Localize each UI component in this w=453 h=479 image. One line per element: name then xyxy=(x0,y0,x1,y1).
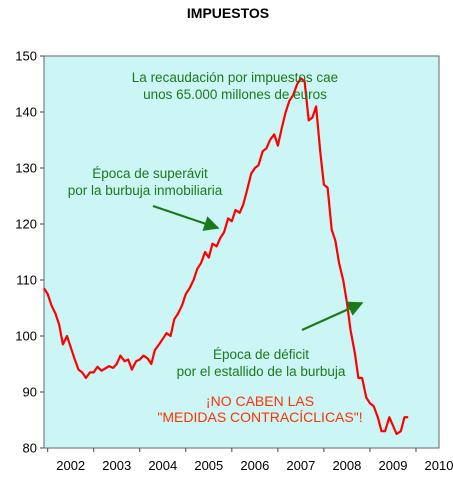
y-tick-label: 130 xyxy=(15,161,37,176)
x-tick-label: 2006 xyxy=(240,458,269,473)
x-tick-label: 2008 xyxy=(332,458,361,473)
annotation-recaudacion-line2: unos 65.000 millones de euros xyxy=(143,87,327,102)
plot-area xyxy=(43,55,440,449)
x-axis: 2002 2003 2004 2005 2006 2007 2008 2009 2010 xyxy=(47,448,453,473)
arrow-deficit xyxy=(301,301,364,332)
y-tick-label: 80 xyxy=(23,441,37,456)
annotation-deficit-line2: por el estallido de la burbuja xyxy=(177,364,346,379)
y-tick-label: 140 xyxy=(15,105,37,120)
y-tick-label: 120 xyxy=(15,217,37,232)
x-tick-label: 2005 xyxy=(194,458,223,473)
annotation-contraciclicas-line1: ¡NO CABEN LAS xyxy=(206,393,314,409)
annotation-deficit-line1: Época de déficit xyxy=(213,347,309,362)
annotation-superavit-line2: por la burbuja inmobiliaria xyxy=(68,183,223,198)
x-tick-label: 2007 xyxy=(286,458,315,473)
y-tick-label: 100 xyxy=(15,329,37,344)
chart-title: IMPUESTOS xyxy=(187,5,269,21)
x-tick-label: 2002 xyxy=(56,458,85,473)
x-tick-label: 2010 xyxy=(425,458,453,473)
y-axis: 80 90 100 110 120 130 140 150 xyxy=(15,49,44,456)
annotation-recaudacion-line1: La recaudación por impuestos cae xyxy=(132,70,338,85)
x-tick-label: 2004 xyxy=(148,458,177,473)
annotation-contraciclicas-line2: "MEDIDAS CONTRACÍCLICAS"! xyxy=(157,409,362,425)
x-tick-label: 2009 xyxy=(379,458,408,473)
annotation-superavit-line1: Época de superávit xyxy=(92,166,208,181)
y-tick-label: 90 xyxy=(23,385,37,400)
y-tick-label: 150 xyxy=(15,49,37,64)
y-tick-label: 110 xyxy=(16,273,37,288)
x-tick-label: 2003 xyxy=(102,458,131,473)
arrow-superavit xyxy=(152,204,220,231)
